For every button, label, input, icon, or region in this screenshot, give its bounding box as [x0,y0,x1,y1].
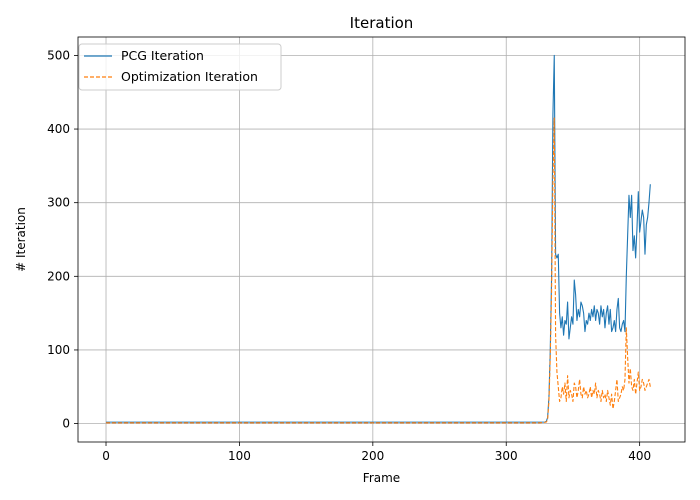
y-tick-label: 300 [47,196,70,210]
x-tick-label: 100 [228,449,251,463]
x-tick-label: 200 [361,449,384,463]
chart-title: Iteration [350,14,414,32]
y-axis-ticks: 0 100 200 300 400 500 [47,48,78,431]
y-tick-label: 500 [47,48,70,62]
plot-area-frame [77,36,686,443]
series-line-1 [106,117,651,424]
y-tick-label: 200 [47,269,70,283]
y-tick-label: 100 [47,343,70,357]
legend-label-optimization: Optimization Iteration [121,69,258,84]
grid-lines [78,37,685,442]
y-tick-label: 0 [62,417,70,431]
y-tick-label: 400 [47,122,70,136]
x-tick-label: 0 [102,449,110,463]
legend-box [78,43,282,91]
legend: PCG Iteration Optimization Iteration [78,43,282,91]
x-axis-ticks: 0 100 200 300 400 [102,442,651,463]
legend-label-pcg: PCG Iteration [121,48,204,63]
x-tick-label: 300 [495,449,518,463]
series-lines [106,54,651,424]
y-axis-label: # Iteration [14,207,28,272]
series-line-0 [106,54,651,423]
x-tick-label: 400 [628,449,651,463]
x-axis-label: Frame [363,471,400,485]
